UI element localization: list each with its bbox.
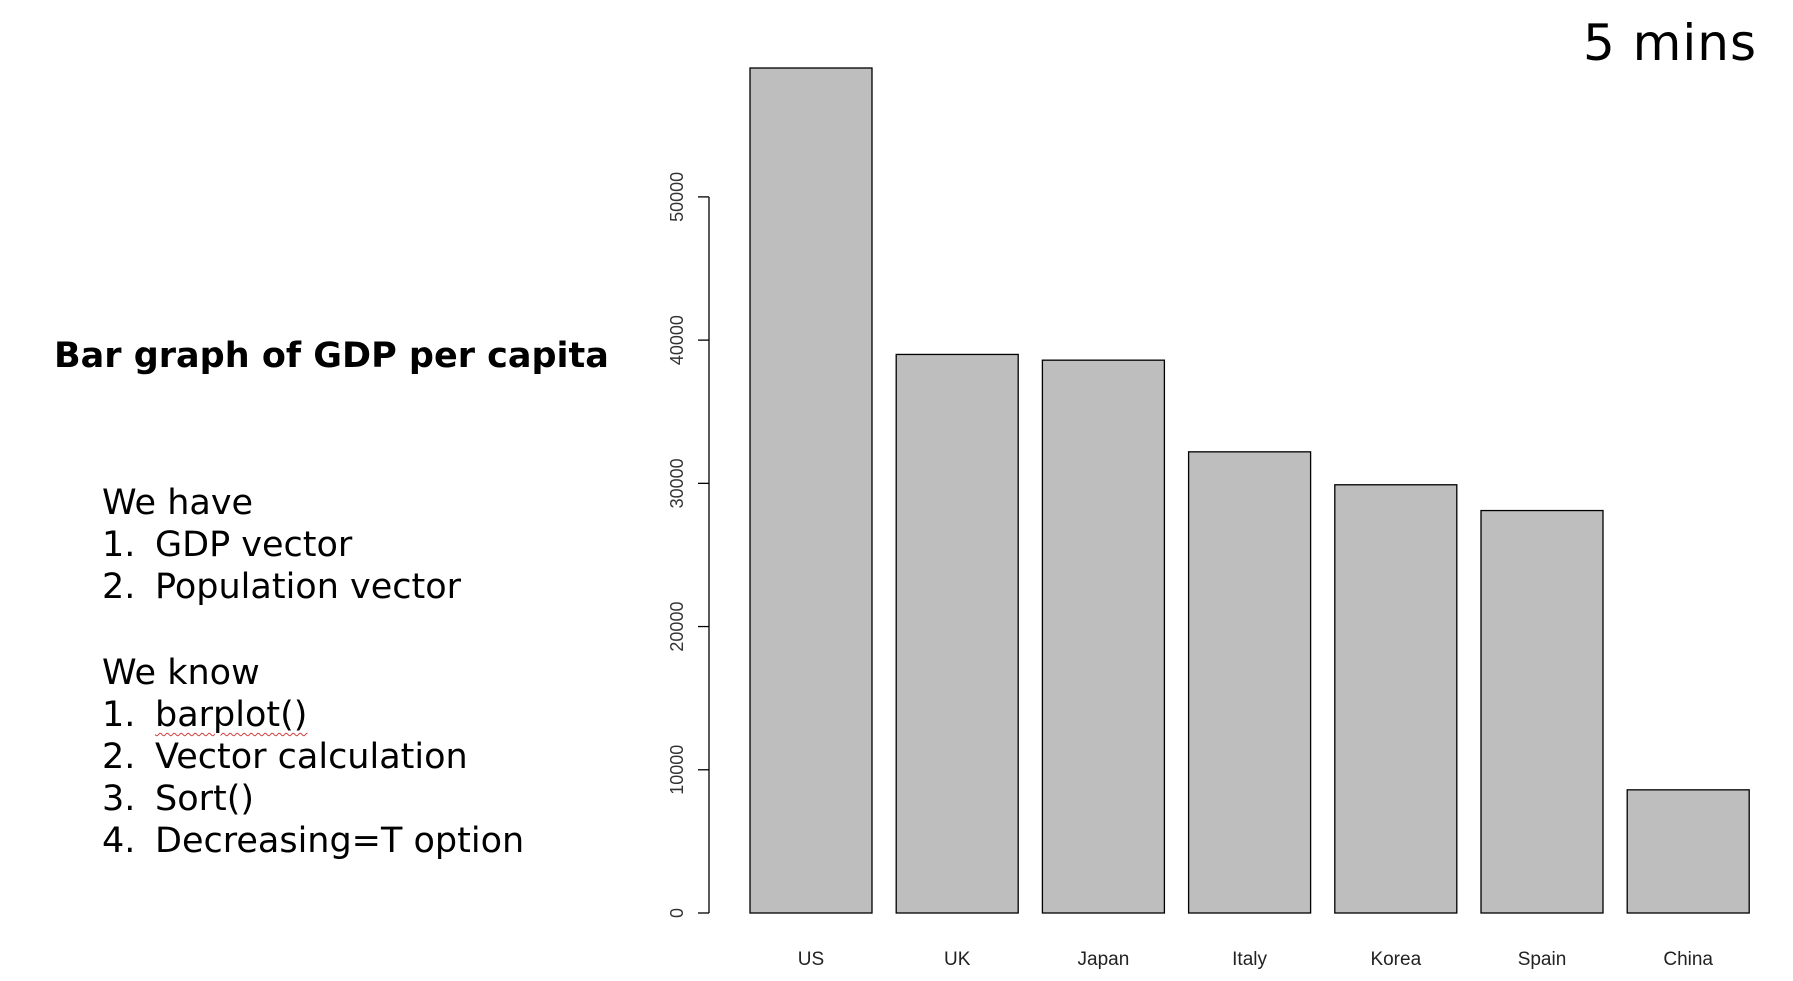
timer-label: 5 mins <box>1582 14 1757 72</box>
x-category-label: US <box>798 949 824 970</box>
x-category-label: China <box>1663 949 1713 970</box>
we-know-list: 1. barplot() 2. Vector calculation 3. Sort(… <box>102 694 524 862</box>
y-axis: 0 10000 20000 30000 40000 50000 <box>667 172 710 918</box>
list-text: Vector calculation <box>155 737 468 777</box>
bar-china <box>1626 789 1750 914</box>
x-category-label: Italy <box>1232 949 1267 970</box>
x-category-label: Japan <box>1078 949 1130 970</box>
slide-title: Bar graph of GDP per capita <box>54 336 609 376</box>
y-tick-label: 40000 <box>667 315 687 365</box>
list-text: GDP vector <box>155 525 353 565</box>
bar-korea <box>1334 484 1458 914</box>
y-tick-label: 0 <box>667 908 687 918</box>
list-number: 4. <box>102 821 136 861</box>
bar-italy <box>1187 451 1312 914</box>
list-number: 2. <box>102 737 136 777</box>
list-text: Sort() <box>155 779 255 819</box>
x-category-label: Korea <box>1370 949 1421 970</box>
list-text: barplot() <box>155 695 308 735</box>
list-number: 3. <box>102 779 136 819</box>
list-item: 2. Population vector <box>102 566 461 608</box>
bar-japan <box>1041 359 1166 914</box>
y-tick-label: 50000 <box>667 172 687 222</box>
list-item: 4. Decreasing=T option <box>102 820 524 862</box>
we-know-block: We know 1. barplot() 2. Vector calculation… <box>102 652 524 862</box>
list-item: 1. barplot() <box>102 694 524 736</box>
bar-spain <box>1480 509 1604 914</box>
bar-uk <box>895 353 1019 914</box>
list-number: 2. <box>102 567 136 607</box>
we-have-heading: We have <box>102 483 254 523</box>
we-know-heading: We know <box>102 653 260 693</box>
list-item: 2. Vector calculation <box>102 736 524 778</box>
x-category-label: Spain <box>1518 949 1567 970</box>
x-axis-labels: US UK Japan Italy Korea Spain China <box>798 949 1714 970</box>
list-number: 1. <box>102 695 136 735</box>
we-have-block: We have 1. GDP vector 2. Population vector <box>102 482 461 608</box>
y-tick-label: 30000 <box>667 458 687 508</box>
y-tick-label: 10000 <box>667 745 687 795</box>
we-have-list: 1. GDP vector 2. Population vector <box>102 524 461 608</box>
list-item: 3. Sort() <box>102 778 524 820</box>
bar-us <box>749 67 873 914</box>
list-number: 1. <box>102 525 136 565</box>
list-text: Population vector <box>155 567 462 607</box>
y-tick-label: 20000 <box>667 602 687 652</box>
bars <box>749 67 1750 914</box>
x-category-label: UK <box>944 949 971 970</box>
list-text: Decreasing=T option <box>155 821 525 861</box>
list-item: 1. GDP vector <box>102 524 461 566</box>
